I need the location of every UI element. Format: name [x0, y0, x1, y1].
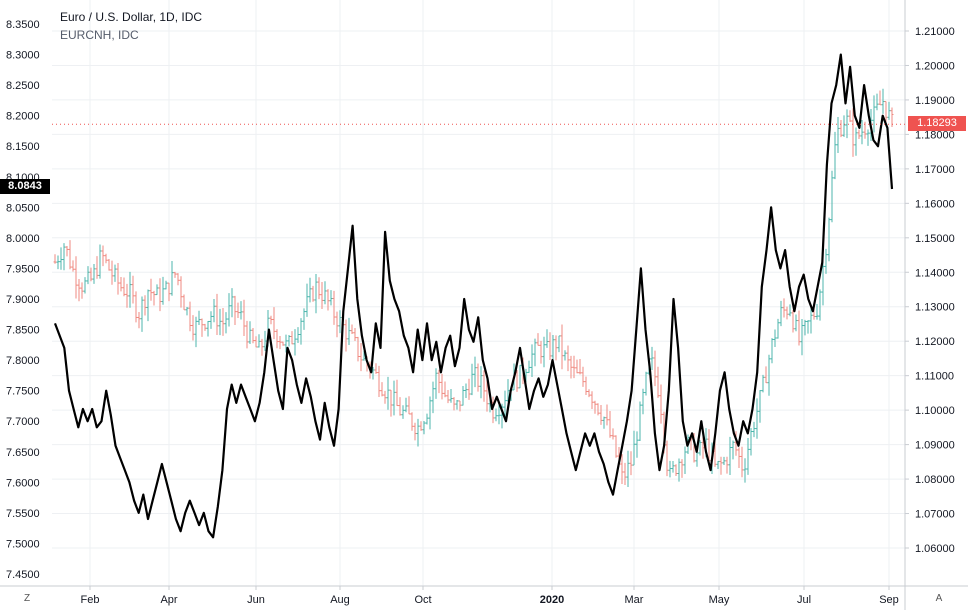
legend: Euro / U.S. Dollar, 1D, IDC EURCNH, IDC [60, 10, 202, 42]
time-tick-label: Mar [625, 594, 644, 606]
eurusd-ohlc-series [53, 88, 894, 488]
right-tick-label: 1.06000 [915, 543, 955, 555]
right-tick-label: 1.15000 [915, 233, 955, 245]
right-tick-label: 1.17000 [915, 164, 955, 176]
right-tick-label: 1.20000 [915, 60, 955, 72]
timezone-button[interactable]: Z [23, 593, 31, 604]
eurcnh-line-series [52, 53, 905, 539]
right-tick-label: 1.10000 [915, 405, 955, 417]
right-price-axis: 1.21000 1.20000 1.19000 1.18000 1.17000 1.160… [905, 26, 955, 555]
auto-scale-button[interactable]: A [935, 593, 943, 604]
right-tick-label: 1.19000 [915, 95, 955, 107]
left-tick-label: 7.7500 [6, 386, 40, 398]
time-tick-label: May [709, 594, 730, 606]
left-tick-label: 7.8000 [6, 355, 40, 367]
left-tick-label: 7.6000 [6, 477, 40, 489]
left-tick-label: 7.7000 [6, 416, 40, 428]
main-symbol-title[interactable]: Euro / U.S. Dollar, 1D, IDC [60, 10, 203, 24]
left-tick-label: 7.9500 [6, 263, 40, 275]
left-tick-label: 8.0000 [6, 233, 40, 245]
time-tick-label: Aug [330, 594, 350, 606]
left-tick-label: 8.1500 [6, 141, 40, 153]
right-tick-label: 1.07000 [915, 509, 955, 521]
right-tick-label: 1.16000 [915, 198, 955, 210]
left-tick-label: 7.4500 [6, 569, 40, 581]
time-axis: Feb Apr Jun Aug Oct 2020 Mar May Jul Sep [81, 586, 899, 606]
compare-symbol-title[interactable]: EURCNH, IDC [60, 28, 139, 42]
time-tick-label: 2020 [540, 594, 564, 606]
time-tick-label: Sep [879, 594, 899, 606]
left-tick-label: 8.0500 [6, 202, 40, 214]
right-tick-label: 1.12000 [915, 336, 955, 348]
left-tick-label: 7.8500 [6, 325, 40, 337]
left-tick-label: 8.2500 [6, 80, 40, 92]
left-tick-label: 8.3500 [6, 19, 40, 31]
right-tick-label: 1.21000 [915, 26, 955, 38]
right-tick-label: 1.08000 [915, 474, 955, 486]
left-tick-label: 7.6500 [6, 447, 40, 459]
time-tick-label: Oct [414, 594, 431, 606]
right-tick-label: 1.13000 [915, 302, 955, 314]
left-tick-label: 8.2000 [6, 111, 40, 123]
right-tick-label: 1.18000 [915, 129, 955, 141]
right-last-price-badge: 1.18293 [908, 116, 966, 131]
time-tick-label: Feb [81, 594, 100, 606]
eurcnh-line [53, 53, 894, 539]
time-tick-label: Jun [247, 594, 265, 606]
time-tick-label: Jul [797, 594, 811, 606]
right-tick-label: 1.14000 [915, 267, 955, 279]
left-tick-label: 7.5500 [6, 508, 40, 520]
right-tick-label: 1.11000 [915, 371, 954, 383]
left-tick-label: 8.3000 [6, 50, 40, 62]
left-tick-label: 7.5000 [6, 538, 40, 550]
left-price-axis: 8.35008.30008.25008.20008.15008.10008.05… [6, 19, 40, 581]
left-last-price-badge: 8.0843 [0, 179, 50, 194]
left-tick-label: 7.9000 [6, 294, 40, 306]
right-tick-label: 1.09000 [915, 440, 955, 452]
time-tick-label: Apr [160, 594, 177, 606]
